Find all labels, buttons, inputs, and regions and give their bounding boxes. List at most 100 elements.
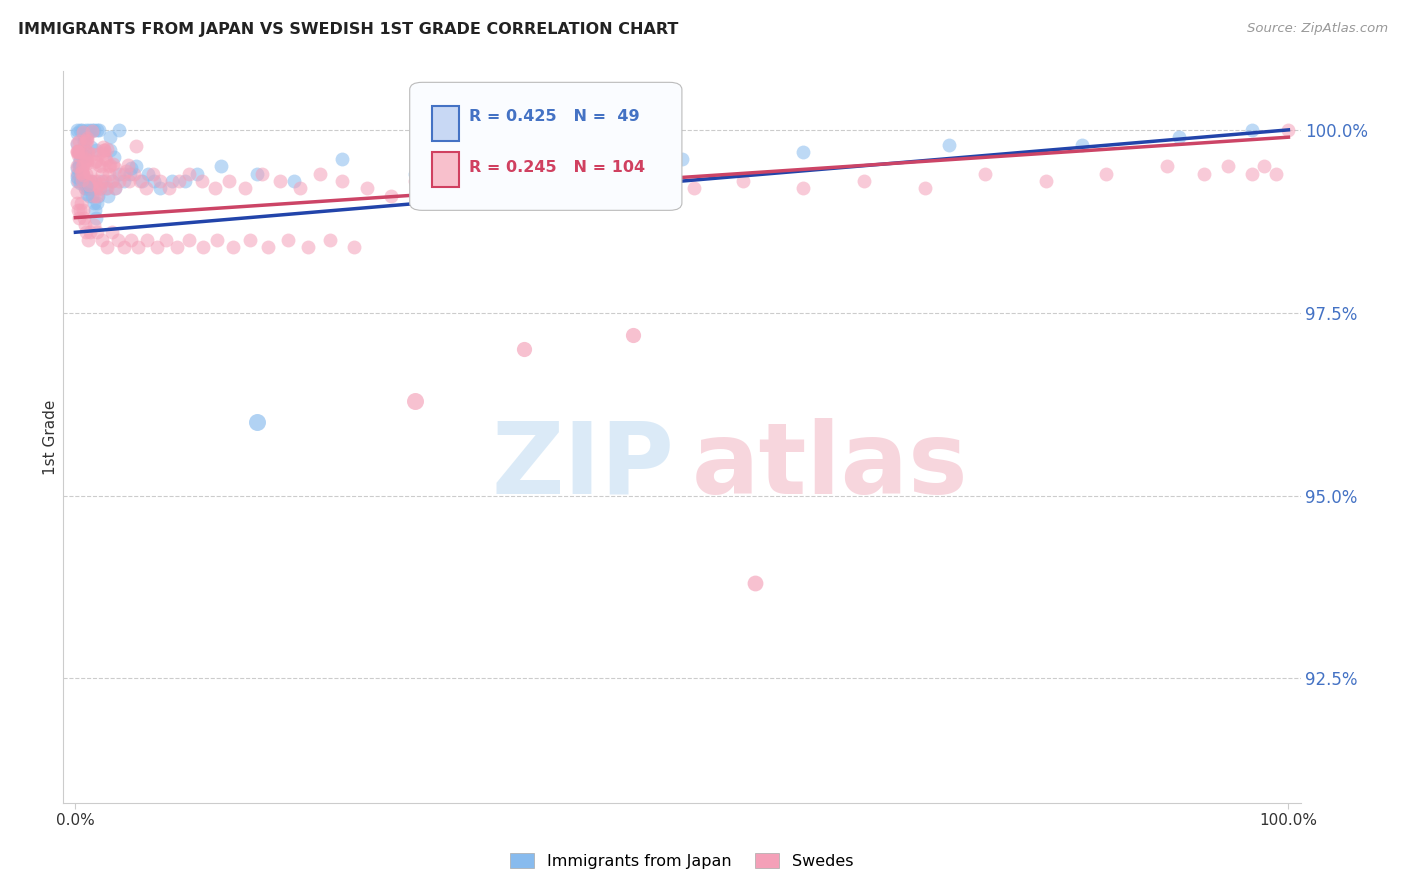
Point bbox=[84, 143, 107, 157]
Point bbox=[65, 174, 87, 188]
Point bbox=[69, 203, 91, 218]
Point bbox=[190, 174, 212, 188]
Point bbox=[67, 160, 90, 174]
Point bbox=[283, 174, 305, 188]
Point bbox=[128, 174, 150, 188]
Point bbox=[477, 188, 499, 202]
Point bbox=[93, 151, 115, 165]
Point bbox=[162, 174, 184, 188]
Point bbox=[65, 169, 87, 184]
Point bbox=[404, 167, 426, 181]
Point bbox=[65, 136, 87, 151]
Point bbox=[76, 146, 98, 161]
Point bbox=[65, 196, 87, 211]
Point bbox=[118, 174, 141, 188]
Point bbox=[84, 154, 107, 169]
Y-axis label: 1st Grade: 1st Grade bbox=[42, 400, 58, 475]
Point bbox=[621, 327, 644, 342]
Point bbox=[75, 149, 97, 163]
Point bbox=[101, 174, 124, 188]
Point bbox=[852, 174, 875, 188]
Point bbox=[69, 176, 91, 190]
Point bbox=[149, 181, 172, 195]
Point bbox=[70, 165, 93, 179]
Legend: Immigrants from Japan, Swedes: Immigrants from Japan, Swedes bbox=[503, 847, 860, 875]
Point bbox=[75, 181, 97, 195]
Point bbox=[72, 123, 94, 137]
Point bbox=[83, 174, 105, 188]
Point bbox=[72, 167, 94, 181]
Point bbox=[112, 167, 135, 181]
Point bbox=[65, 123, 87, 137]
Point bbox=[440, 181, 463, 195]
Point bbox=[75, 218, 97, 232]
Point bbox=[104, 161, 127, 176]
Point bbox=[167, 174, 190, 188]
Point bbox=[91, 140, 114, 154]
Point bbox=[404, 393, 426, 408]
Point bbox=[108, 174, 131, 188]
Point bbox=[75, 136, 97, 150]
Point bbox=[125, 139, 148, 153]
Point bbox=[65, 167, 87, 181]
Point bbox=[69, 123, 91, 137]
Point bbox=[222, 240, 245, 254]
Point bbox=[277, 233, 299, 247]
Point bbox=[83, 196, 105, 211]
Point bbox=[69, 145, 91, 160]
Point bbox=[73, 128, 96, 143]
Point bbox=[149, 174, 172, 188]
Point bbox=[914, 181, 936, 195]
Point bbox=[93, 143, 115, 157]
Point bbox=[513, 174, 536, 188]
Text: ZIP: ZIP bbox=[492, 417, 675, 515]
Point bbox=[89, 181, 111, 195]
Point bbox=[75, 225, 97, 239]
Point bbox=[83, 188, 105, 202]
Point bbox=[87, 146, 110, 161]
Point bbox=[77, 178, 100, 192]
Point bbox=[112, 174, 135, 188]
Point bbox=[117, 158, 139, 172]
Point bbox=[104, 181, 127, 195]
Point bbox=[91, 233, 114, 247]
Point bbox=[77, 123, 100, 137]
Point bbox=[330, 152, 353, 166]
Point bbox=[101, 225, 124, 239]
Point bbox=[191, 240, 214, 254]
Point bbox=[1265, 167, 1288, 181]
Point bbox=[1071, 137, 1094, 152]
Point bbox=[319, 233, 342, 247]
Point bbox=[67, 145, 90, 160]
Point bbox=[76, 181, 98, 195]
Point bbox=[103, 157, 125, 171]
Point bbox=[75, 153, 97, 167]
Point bbox=[404, 174, 426, 188]
Point bbox=[974, 167, 997, 181]
Point bbox=[66, 203, 89, 218]
Point bbox=[89, 181, 111, 195]
Point bbox=[69, 152, 91, 166]
Point bbox=[1240, 167, 1263, 181]
Point bbox=[76, 145, 98, 160]
Point bbox=[1035, 174, 1057, 188]
Point bbox=[87, 174, 110, 188]
Point bbox=[671, 152, 693, 166]
Point bbox=[93, 174, 115, 188]
Point bbox=[136, 167, 159, 181]
Point bbox=[179, 233, 201, 247]
Point bbox=[86, 225, 108, 239]
Point bbox=[1277, 123, 1299, 137]
Point bbox=[75, 179, 97, 194]
Point bbox=[75, 132, 97, 146]
Point bbox=[343, 240, 366, 254]
Point bbox=[731, 174, 754, 188]
Point bbox=[93, 143, 115, 157]
Point bbox=[127, 240, 149, 254]
Point bbox=[75, 123, 97, 137]
Point bbox=[96, 240, 118, 254]
Point bbox=[938, 137, 960, 152]
Point bbox=[792, 145, 814, 159]
Point bbox=[120, 161, 142, 175]
Point bbox=[513, 343, 536, 357]
